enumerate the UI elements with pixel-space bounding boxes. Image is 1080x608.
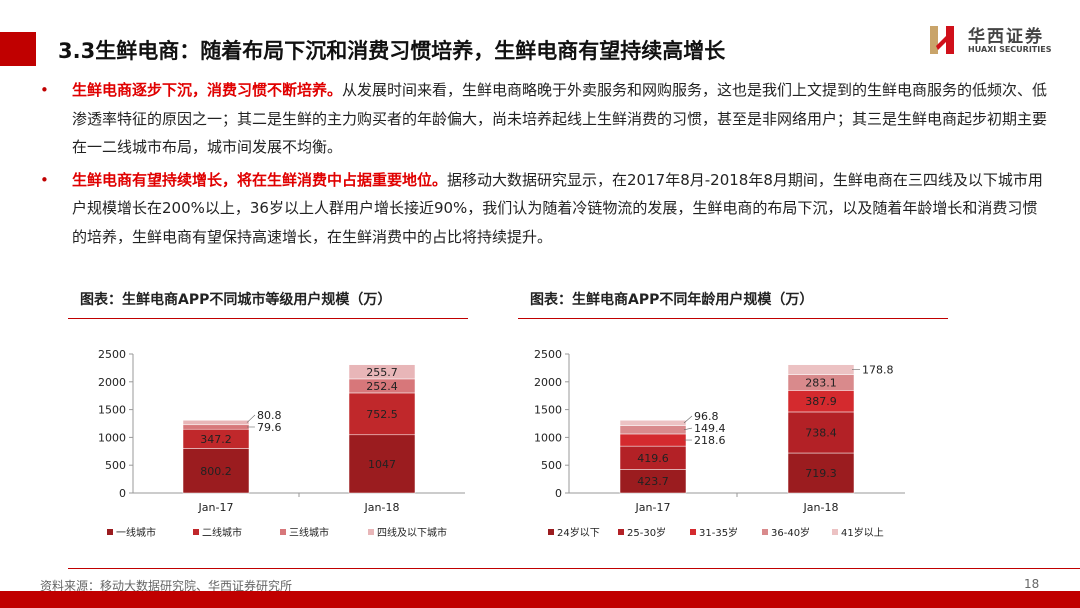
divider xyxy=(68,318,468,319)
legend-swatch xyxy=(107,529,113,535)
data-label: 252.4 xyxy=(366,380,398,393)
logo-text-cn: 华西证券 xyxy=(968,27,1044,47)
y-tick-label: 500 xyxy=(541,459,562,472)
data-label: 738.4 xyxy=(805,426,837,439)
y-tick-label: 1000 xyxy=(98,431,126,444)
bullet-item: • 生鲜电商有望持续增长，将在生鲜消费中占据重要地位。据移动大数据研究显示，在20… xyxy=(40,170,1043,246)
y-tick-label: 0 xyxy=(119,487,126,500)
bar-segment xyxy=(348,392,416,436)
data-label-leader xyxy=(683,427,693,431)
data-label: 218.6 xyxy=(694,434,726,447)
logo-text-en: HUAXI SECURITIES xyxy=(968,45,1052,54)
title-accent-bar xyxy=(0,32,36,66)
bar-segment xyxy=(182,424,250,430)
data-label: 347.2 xyxy=(200,433,232,446)
data-label: 79.6 xyxy=(257,421,282,434)
bar-segment xyxy=(619,433,687,447)
bar-segment xyxy=(182,448,250,494)
x-tick-label: Jan-18 xyxy=(364,501,400,514)
bullet-highlight: 生鲜电商有望持续增长，将在生鲜消费中占据重要地位。 xyxy=(72,170,448,189)
legend-label: 24岁以下 xyxy=(557,526,600,539)
divider xyxy=(68,568,1080,569)
data-label: 719.3 xyxy=(805,467,837,480)
data-label: 1047 xyxy=(368,458,396,471)
source-note: 资料来源：移动大数据研究院、华西证券研究所 xyxy=(40,579,293,593)
data-label: 149.4 xyxy=(694,422,726,435)
legend-swatch xyxy=(368,529,374,535)
bar-segment xyxy=(182,420,250,426)
y-tick-label: 1500 xyxy=(534,404,562,417)
data-label: 387.9 xyxy=(805,395,837,408)
footer-bar xyxy=(0,591,1080,608)
data-label: 80.8 xyxy=(257,409,282,422)
bar-segment xyxy=(787,411,855,454)
legend-label: 一线城市 xyxy=(116,526,156,539)
x-tick-label: Jan-17 xyxy=(635,501,671,514)
bullet-text: 从发展时间来看，生鲜电商略晚于外卖服务和网购服务，这也是我们上文提到的生鲜电商服… xyxy=(72,81,1048,156)
legend-swatch xyxy=(548,529,554,535)
bar-segment xyxy=(787,364,855,375)
legend-swatch xyxy=(193,529,199,535)
legend-swatch xyxy=(618,529,624,535)
y-tick-label: 2000 xyxy=(98,376,126,389)
bullet-text: 据移动大数据研究显示，在2017年8月-2018年8月期间，生鲜电商在三四线及以… xyxy=(72,170,1043,246)
x-tick-label: Jan-17 xyxy=(198,501,234,514)
huaxi-logo: 华西证券 HUAXI SECURITIES xyxy=(928,22,1068,58)
y-tick-label: 1000 xyxy=(534,431,562,444)
data-label: 800.2 xyxy=(200,465,232,478)
chart-city-tier: 0 500 1000 1500 2000 2500 800.2 347.2 79.680.8 Ja… xyxy=(98,348,465,539)
y-tick-label: 2500 xyxy=(534,348,562,361)
data-label: 283.1 xyxy=(805,377,837,390)
page-number: 18 xyxy=(1024,577,1040,591)
bullet-list: • 生鲜电商逐步下沉，消费习惯不断培养。从发展时间来看，生鲜电商略晚于外卖服务和网… xyxy=(40,76,1050,255)
data-label-leader xyxy=(246,414,256,423)
y-tick-label: 2500 xyxy=(98,348,126,361)
data-label: 419.6 xyxy=(637,452,669,465)
y-tick-label: 500 xyxy=(105,459,126,472)
legend-swatch xyxy=(280,529,286,535)
data-label-leader xyxy=(683,415,693,424)
legend-label: 25-30岁 xyxy=(627,526,666,539)
legend-label: 三线城市 xyxy=(289,526,329,539)
legend-label: 36-40岁 xyxy=(771,526,810,539)
y-tick-label: 2000 xyxy=(534,376,562,389)
legend-label: 31-35岁 xyxy=(699,526,738,539)
bar-segment xyxy=(619,425,687,435)
bullet-highlight: 生鲜电商逐步下沉，消费习惯不断培养。 xyxy=(72,81,343,99)
bullet-item: • 生鲜电商逐步下沉，消费习惯不断培养。从发展时间来看，生鲜电商略晚于外卖服务和网… xyxy=(40,81,1048,156)
bar-segment xyxy=(787,452,855,494)
legend-swatch xyxy=(762,529,768,535)
legend-label: 二线城市 xyxy=(202,526,242,539)
data-label: 423.7 xyxy=(637,475,669,488)
y-tick-label: 0 xyxy=(555,487,562,500)
divider xyxy=(518,318,948,319)
bar-segment xyxy=(348,364,416,380)
data-label: 96.8 xyxy=(694,410,719,423)
chart-title-city: 图表：生鲜电商APP不同城市等级用户规模（万） xyxy=(80,292,392,308)
chart-age-group: 0 500 1000 1500 2000 2500 423.7 419.6 218.6149.4… xyxy=(534,348,905,539)
bar-segment xyxy=(348,434,416,494)
legend-label: 四线及以下城市 xyxy=(377,526,447,539)
legend-swatch xyxy=(832,529,838,535)
data-label: 178.8 xyxy=(862,364,894,377)
data-label: 752.5 xyxy=(366,408,398,421)
bar-segment xyxy=(619,420,687,426)
y-tick-label: 1500 xyxy=(98,404,126,417)
chart-title-age: 图表：生鲜电商APP不同年龄用户规模（万） xyxy=(530,292,814,308)
page-title: 3.3生鲜电商：随着布局下沉和消费习惯培养，生鲜电商有望持续高增长 xyxy=(58,39,726,63)
huaxi-logo-mark-icon xyxy=(930,26,954,54)
legend-swatch xyxy=(690,529,696,535)
data-label: 255.7 xyxy=(366,366,398,379)
legend-label: 41岁以上 xyxy=(841,526,884,539)
x-tick-label: Jan-18 xyxy=(803,501,839,514)
